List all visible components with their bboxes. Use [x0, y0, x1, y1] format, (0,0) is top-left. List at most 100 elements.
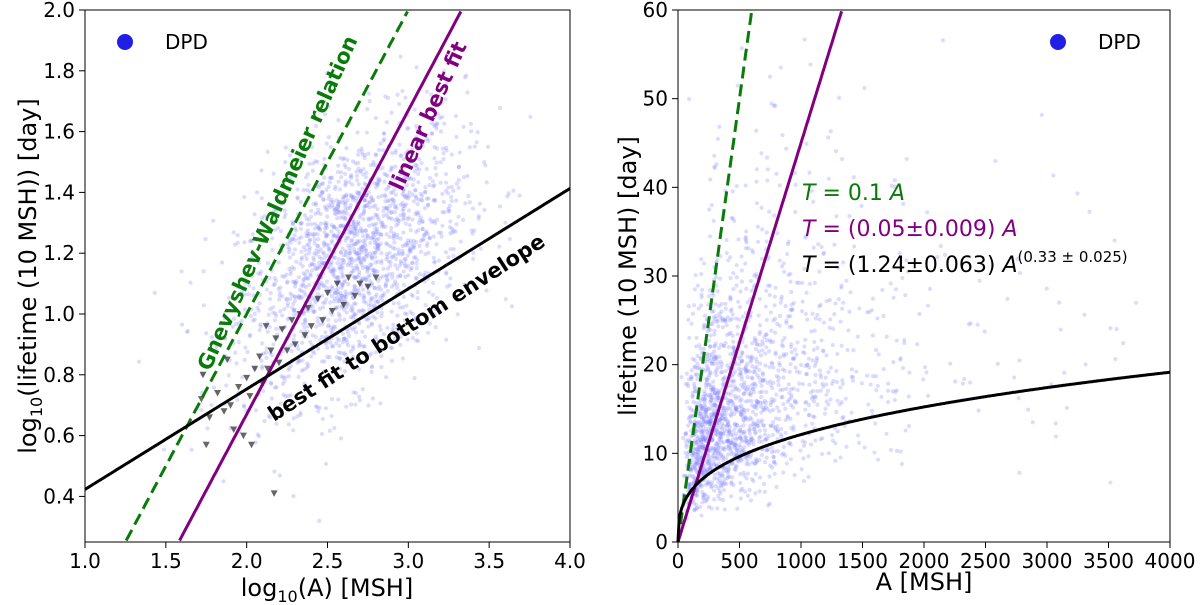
- scatter-point: [283, 375, 288, 380]
- left-legend-label: DPD: [165, 30, 208, 54]
- scatter-point: [827, 298, 832, 303]
- scatter-point: [317, 193, 322, 198]
- scatter-point: [371, 198, 376, 203]
- scatter-point: [337, 356, 343, 361]
- scatter-point: [752, 461, 757, 466]
- scatter-point: [801, 456, 806, 461]
- scatter-point: [751, 390, 756, 395]
- scatter-point: [703, 418, 708, 424]
- scatter-point: [332, 274, 337, 279]
- scatter-point: [371, 270, 376, 275]
- scatter-point: [1053, 421, 1058, 426]
- scatter-point: [721, 414, 726, 419]
- scatter-point: [738, 428, 743, 433]
- scatter-point: [320, 260, 325, 265]
- scatter-point: [268, 291, 273, 296]
- scatter-point: [336, 210, 342, 215]
- scatter-point: [765, 380, 770, 385]
- scatter-point: [266, 413, 271, 418]
- scatter-point: [697, 428, 702, 433]
- scatter-point: [715, 136, 721, 141]
- scatter-point: [701, 419, 706, 424]
- scatter-point: [319, 256, 324, 261]
- scatter-point: [251, 286, 256, 291]
- scatter-point: [366, 200, 371, 205]
- scatter-point: [470, 231, 475, 236]
- scatter-point: [717, 303, 722, 309]
- scatter-point: [503, 297, 508, 302]
- scatter-point: [310, 168, 315, 173]
- scatter-point: [402, 175, 407, 180]
- scatter-point: [322, 156, 327, 161]
- scatter-point: [712, 488, 717, 493]
- scatter-point: [696, 452, 701, 457]
- scatter-point: [414, 257, 419, 262]
- scatter-point: [699, 429, 704, 435]
- scatter-point: [332, 268, 337, 273]
- scatter-point: [404, 241, 409, 246]
- scatter-point: [372, 223, 377, 228]
- scatter-point: [766, 434, 771, 439]
- scatter-point: [740, 414, 745, 419]
- envelope-point: [264, 365, 272, 373]
- scatter-point: [772, 213, 777, 218]
- scatter-point: [411, 245, 416, 250]
- scatter-point: [748, 415, 753, 420]
- scatter-point: [362, 295, 367, 300]
- scatter-point: [507, 236, 512, 242]
- scatter-point: [849, 367, 855, 372]
- scatter-point: [711, 447, 716, 452]
- scatter-point: [793, 365, 798, 370]
- scatter-point: [747, 355, 753, 360]
- scatter-point: [269, 353, 275, 358]
- scatter-point: [697, 444, 702, 449]
- scatter-point: [702, 492, 707, 498]
- scatter-point: [690, 414, 696, 419]
- scatter-point: [728, 330, 733, 335]
- scatter-point: [748, 498, 754, 503]
- left-scatter-cloud: [136, 54, 533, 523]
- scatter-point: [725, 332, 730, 338]
- scatter-point: [379, 314, 384, 319]
- scatter-point: [209, 403, 214, 408]
- scatter-point: [327, 204, 333, 210]
- scatter-point: [717, 354, 722, 359]
- scatter-point: [729, 409, 735, 414]
- scatter-point: [383, 283, 388, 288]
- scatter-point: [424, 243, 429, 249]
- scatter-point: [324, 242, 329, 247]
- scatter-point: [384, 277, 390, 282]
- scatter-point: [758, 434, 763, 439]
- scatter-point: [818, 302, 823, 308]
- scatter-point: [741, 391, 746, 396]
- scatter-point: [839, 283, 844, 288]
- scatter-point: [304, 256, 309, 262]
- scatter-point: [323, 330, 328, 335]
- scatter-point: [381, 213, 386, 218]
- scatter-point: [320, 190, 325, 195]
- scatter-point: [369, 322, 374, 327]
- scatter-point: [299, 283, 304, 288]
- scatter-point: [354, 198, 359, 204]
- scatter-point: [406, 240, 411, 245]
- scatter-point: [351, 274, 356, 279]
- scatter-point: [295, 196, 300, 201]
- scatter-point: [381, 209, 386, 214]
- scatter-point: [405, 253, 410, 258]
- scatter-point: [346, 260, 352, 266]
- envelope-point: [272, 335, 280, 342]
- scatter-point: [397, 263, 402, 268]
- scatter-point: [398, 236, 403, 241]
- scatter-point: [788, 442, 793, 447]
- scatter-point: [707, 421, 713, 426]
- scatter-point: [755, 239, 761, 244]
- scatter-point: [292, 266, 297, 271]
- scatter-point: [361, 344, 366, 349]
- scatter-point: [786, 441, 791, 446]
- scatter-point: [692, 441, 697, 446]
- scatter-point: [379, 224, 385, 229]
- left-legend-marker: [117, 34, 133, 50]
- scatter-point: [687, 415, 693, 420]
- scatter-point: [347, 245, 352, 251]
- scatter-point: [796, 280, 801, 285]
